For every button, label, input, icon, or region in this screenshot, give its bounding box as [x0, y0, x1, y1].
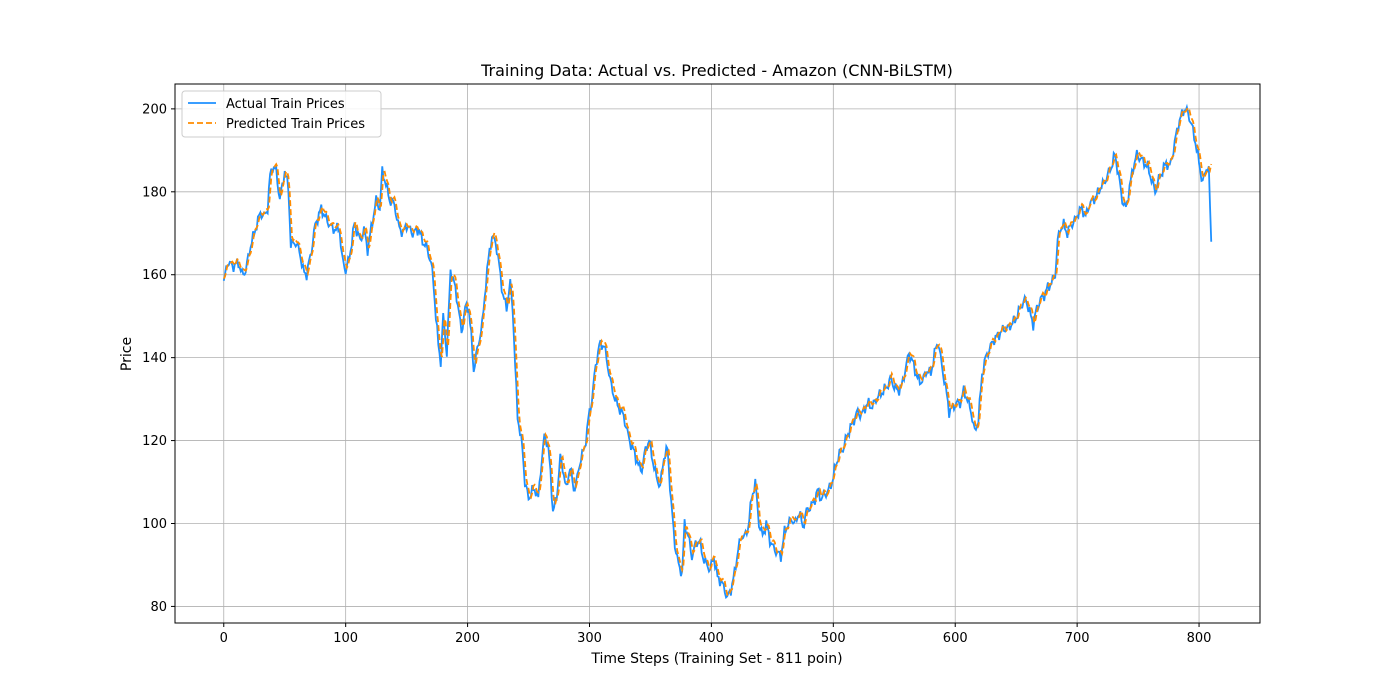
grid-lines [175, 84, 1260, 623]
x-tick-label: 800 [1187, 631, 1212, 646]
chart-title: Training Data: Actual vs. Predicted - Am… [480, 61, 953, 80]
x-tick-label: 300 [577, 631, 602, 646]
y-tick-label: 100 [142, 517, 167, 532]
y-tick-label: 160 [142, 268, 167, 283]
y-tick-label: 120 [142, 434, 167, 449]
x-tick-label: 0 [220, 631, 228, 646]
legend-box [181, 90, 382, 138]
y-tick-label: 80 [150, 600, 167, 615]
y-tick-label: 140 [142, 351, 167, 366]
x-tick-label: 500 [821, 631, 846, 646]
legend-label-predicted: Predicted Train Prices [226, 117, 365, 132]
y-tick-label: 200 [142, 102, 167, 117]
legend-label-actual: Actual Train Prices [226, 97, 345, 112]
x-tick-label: 600 [943, 631, 968, 646]
legend: Actual Train Prices Predicted Train Pric… [181, 90, 382, 138]
series-line-predicted [222, 105, 1213, 598]
series-line-actual [222, 103, 1213, 600]
x-axis-label: Time Steps (Training Set - 811 poin) [590, 651, 842, 667]
x-axis-ticks: 0 100 200 300 400 500 600 700 800 [220, 623, 1212, 646]
x-tick-label: 700 [1065, 631, 1090, 646]
x-tick-label: 100 [333, 631, 358, 646]
plot-area-frame [174, 83, 1261, 624]
y-axis-label: Price [119, 337, 135, 371]
x-tick-label: 400 [699, 631, 724, 646]
y-axis-ticks: 80 100 120 140 160 180 200 [142, 102, 175, 615]
y-tick-label: 180 [142, 185, 167, 200]
x-tick-label: 200 [455, 631, 480, 646]
